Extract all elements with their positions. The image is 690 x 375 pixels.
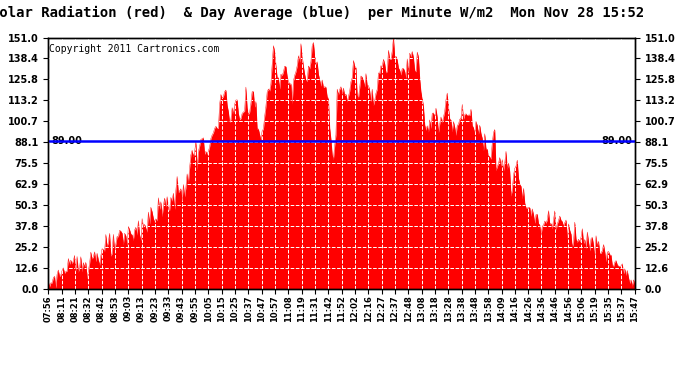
Text: Copyright 2011 Cartronics.com: Copyright 2011 Cartronics.com	[50, 44, 220, 54]
Text: Solar Radiation (red)  & Day Average (blue)  per Minute W/m2  Mon Nov 28 15:52: Solar Radiation (red) & Day Average (blu…	[0, 6, 644, 20]
Text: 89.00: 89.00	[51, 136, 82, 146]
Text: 89.00: 89.00	[601, 136, 632, 146]
